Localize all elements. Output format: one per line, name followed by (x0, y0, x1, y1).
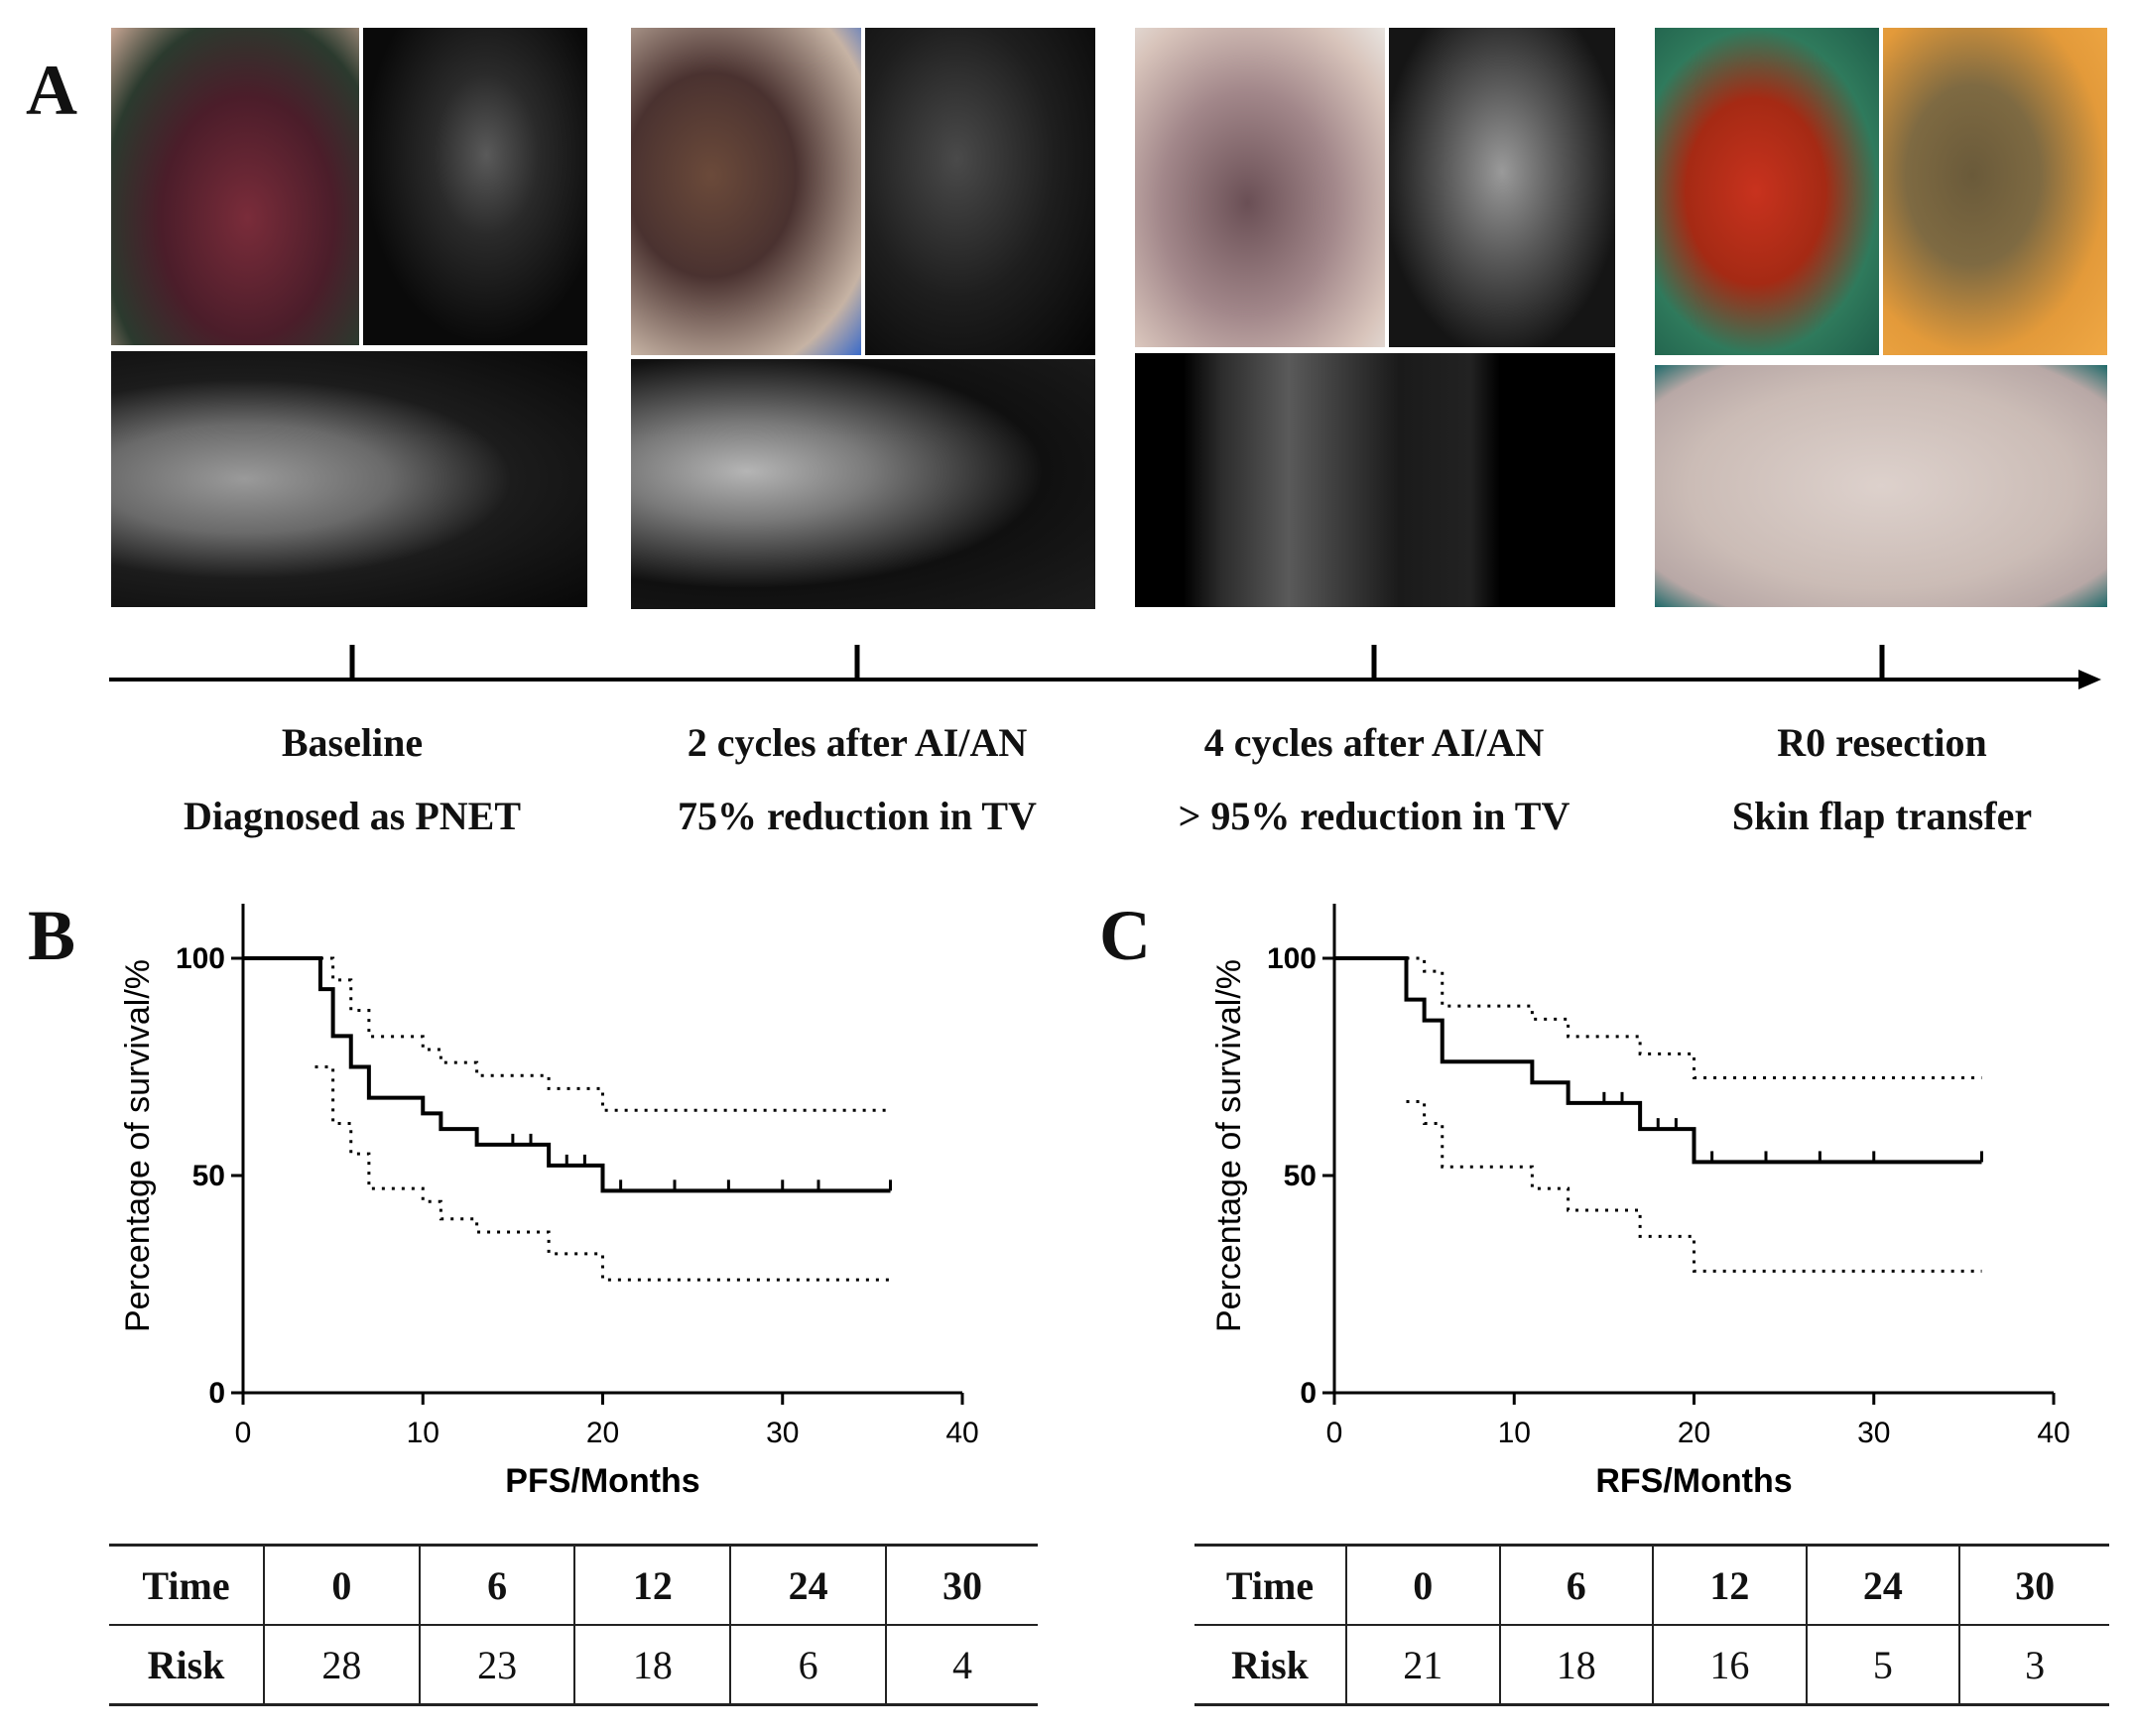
x-tick-label: 20 (586, 1417, 619, 1449)
x-axis-label: RFS/Months (1595, 1462, 1792, 1500)
survival-curve (1334, 956, 1982, 1165)
survival-curve (243, 956, 891, 1193)
risk-table-header: Time (1194, 1544, 1346, 1625)
x-tick-label: 30 (766, 1417, 799, 1449)
stage-caption-4-cycles: 4 cycles after AI/AN > 95% reduction in … (1116, 706, 1632, 853)
risk-table-time: 0 (1345, 1544, 1500, 1625)
y-axis-label: Percentage of survival/% (119, 959, 157, 1332)
risk-table-rfs: Time 0 6 12 24 30 Risk 21 18 16 5 3 (1194, 1544, 2109, 1706)
y-axis-label: Percentage of survival/% (1210, 959, 1248, 1332)
x-tick-label: 10 (407, 1417, 440, 1449)
risk-table-count: 18 (1498, 1624, 1654, 1706)
stage-subtitle: > 95% reduction in TV (1178, 794, 1570, 838)
stage-caption-resection: R0 resection Skin flap transfer (1624, 706, 2135, 853)
risk-table-count: 6 (729, 1624, 886, 1706)
surgical-photo-resection (1655, 28, 1879, 355)
mri-axial-baseline (111, 351, 587, 607)
stage-subtitle: Diagnosed as PNET (183, 794, 522, 838)
clinical-photo-2-cycles (631, 28, 861, 355)
panel-b-label: B (28, 896, 76, 975)
x-tick-label: 40 (945, 1417, 978, 1449)
risk-table-header: Time (109, 1544, 264, 1625)
ci-upper-line (319, 956, 891, 1112)
y-tick-label: 100 (176, 942, 225, 975)
risk-table-time: 6 (418, 1544, 575, 1625)
stage-subtitle: 75% reduction in TV (678, 794, 1037, 838)
y-tick-label: 50 (192, 1160, 225, 1192)
risk-table-time: 30 (1958, 1544, 2109, 1625)
mri-axial-2-cycles (631, 359, 1095, 609)
risk-table-header: Risk (1194, 1624, 1346, 1706)
risk-table-header: Risk (109, 1624, 264, 1706)
risk-table-count: 18 (573, 1624, 731, 1706)
y-tick-label: 100 (1267, 942, 1317, 975)
risk-table-count: 5 (1805, 1624, 1960, 1706)
x-tick-label: 10 (1498, 1417, 1531, 1449)
panel-c-label: C (1099, 896, 1151, 975)
stage-subtitle: Skin flap transfer (1731, 794, 2033, 838)
postoperative-photo (1655, 365, 2107, 607)
x-axis-label: PFS/Months (505, 1462, 699, 1500)
y-tick-label: 0 (1300, 1377, 1317, 1410)
mri-coronal-4-cycles (1389, 28, 1615, 347)
x-tick-label: 0 (235, 1417, 252, 1449)
x-tick-label: 30 (1857, 1417, 1890, 1449)
x-tick-label: 40 (2037, 1417, 2070, 1449)
km-chart-pfs: 0 10 20 30 40 0 50 100 PFS/Months Percentage of s… (119, 904, 979, 1500)
risk-table-count: 16 (1652, 1624, 1807, 1706)
risk-table-time: 24 (729, 1544, 886, 1625)
risk-table-count: 28 (263, 1624, 420, 1706)
risk-table-count: 21 (1345, 1624, 1500, 1706)
clinical-photo-baseline (111, 28, 359, 345)
x-tick-label: 0 (1326, 1417, 1343, 1449)
risk-table-time: 12 (573, 1544, 731, 1625)
stage-caption-2-cycles: 2 cycles after AI/AN 75% reduction in TV (599, 706, 1115, 853)
stage-title: 2 cycles after AI/AN (687, 720, 1028, 765)
x-tick-label: 20 (1678, 1417, 1710, 1449)
km-chart-rfs: 0 10 20 30 40 0 50 100 RFS/Months Percentage of s… (1210, 904, 2071, 1500)
y-tick-label: 50 (1284, 1160, 1317, 1192)
risk-table-count: 23 (418, 1624, 575, 1706)
ci-lower-line (1406, 1100, 1982, 1273)
clinical-photo-4-cycles (1135, 28, 1385, 347)
ci-lower-line (314, 1065, 891, 1282)
stage-title: 4 cycles after AI/AN (1203, 720, 1545, 765)
risk-table-pfs: Time 0 6 12 24 30 Risk 28 23 18 6 4 (109, 1544, 1038, 1706)
mri-axial-4-cycles (1135, 353, 1615, 607)
risk-table-count: 3 (1958, 1624, 2109, 1706)
y-tick-label: 0 (208, 1377, 225, 1410)
risk-table-time: 24 (1805, 1544, 1960, 1625)
stage-title: Baseline (281, 720, 424, 765)
risk-table-time: 0 (263, 1544, 420, 1625)
risk-table-count: 4 (884, 1624, 1038, 1706)
stage-title: R0 resection (1777, 720, 1987, 765)
timeline (109, 645, 2101, 689)
risk-table-time: 30 (884, 1544, 1038, 1625)
stage-caption-baseline: Baseline Diagnosed as PNET (94, 706, 610, 853)
panel-a-label: A (26, 51, 77, 130)
mri-coronal-2-cycles (865, 28, 1095, 355)
mri-coronal-baseline (363, 28, 587, 345)
risk-table-time: 12 (1652, 1544, 1807, 1625)
risk-table-time: 6 (1498, 1544, 1654, 1625)
surgical-photo-flap (1883, 28, 2107, 355)
